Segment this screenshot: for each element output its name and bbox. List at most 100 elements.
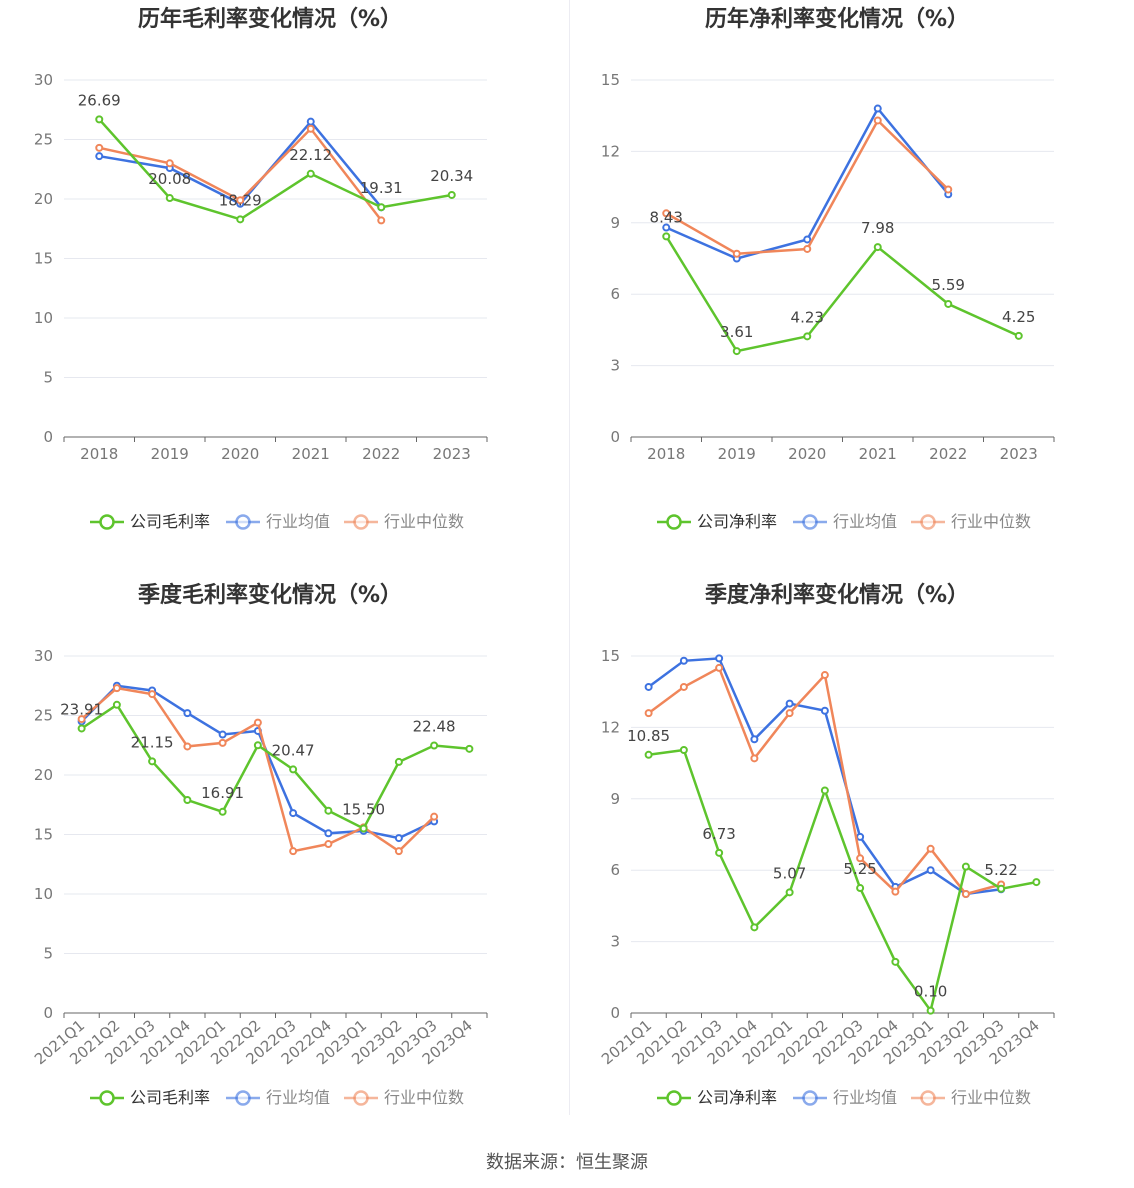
annual-net-margin-chart: 历年净利率变化情况（%） 0 3 6 9 12 15 2018 2019 2020 2021 2022… (601, 6, 1055, 531)
legend-label: 行业均值 (833, 512, 897, 531)
legend-label: 公司毛利率 (130, 512, 210, 531)
legend-item-avg[interactable]: 行业均值 (793, 1088, 897, 1107)
legend-swatch-marker (920, 514, 936, 530)
chart-title: 历年净利率变化情况（%） (705, 6, 969, 32)
legend-label: 公司净利率 (697, 512, 777, 531)
data-point (394, 757, 403, 766)
quarterly-net-margin-panel: 季度净利率变化情况（%） 0 3 6 9 12 15 2021Q1 2021Q2 2021Q3 20… (567, 576, 1134, 1146)
data-label: 20.08 (148, 170, 191, 188)
data-point (662, 209, 671, 218)
legend-label: 行业中位数 (384, 1088, 464, 1107)
data-label: 5.59 (932, 276, 965, 294)
data-label: 0.10 (914, 983, 947, 1001)
legend-swatch-marker (353, 514, 369, 530)
legend-item-median[interactable]: 行业中位数 (344, 512, 464, 531)
y-tick-label: 30 (34, 71, 53, 89)
legend-swatch-marker (666, 1090, 682, 1106)
data-point (465, 744, 474, 753)
data-point (377, 216, 386, 225)
data-source-note: 数据来源：恒生聚源 (486, 1152, 648, 1173)
data-point (1032, 878, 1041, 887)
y-tick-label: 0 (610, 428, 620, 446)
panel-divider (569, 0, 570, 1115)
data-point (785, 709, 794, 718)
x-tick-label: 2023 (1000, 445, 1038, 463)
data-label: 8.43 (650, 208, 683, 226)
data-point (306, 169, 315, 178)
series-median (644, 663, 1006, 898)
y-tick-label: 6 (610, 285, 620, 303)
data-point (253, 741, 262, 750)
y-tick-label: 9 (610, 214, 620, 232)
data-point (183, 795, 192, 804)
y-tick-label: 0 (43, 428, 53, 446)
data-point (165, 194, 174, 203)
legend-swatch-marker (99, 1090, 115, 1106)
data-point (1014, 331, 1023, 340)
data-point (183, 709, 192, 718)
legend-item-median[interactable]: 行业中位数 (911, 512, 1031, 531)
x-tick-label: 2019 (718, 445, 756, 463)
quarterly-gross-margin-panel: 季度毛利率变化情况（%） 0 5 10 15 20 25 30 2021Q1 2021Q2 2021… (0, 576, 567, 1146)
data-point (732, 249, 741, 258)
y-tick-label: 0 (610, 1004, 620, 1022)
data-point (289, 765, 298, 774)
data-point (873, 243, 882, 252)
data-point (873, 104, 882, 113)
data-point (662, 223, 671, 232)
legend-swatch-marker (235, 514, 251, 530)
y-tick-label: 9 (610, 790, 620, 808)
data-point (447, 190, 456, 199)
legend-item-company[interactable]: 公司毛利率 (90, 1088, 210, 1107)
y-tick-label: 10 (34, 309, 53, 327)
quarterly-gross-margin-chart: 季度毛利率变化情况（%）0510152025302021Q12021Q22021… (31, 582, 488, 1107)
legend-item-company[interactable]: 公司毛利率 (90, 512, 210, 531)
data-point (891, 957, 900, 966)
legend-swatch-marker (99, 514, 115, 530)
series-company: 23.91 21.15 16.91 20.47 15.50 22.48 (60, 700, 474, 833)
data-point (961, 862, 970, 871)
x-tick-label: 2018 (647, 445, 685, 463)
data-point (377, 203, 386, 212)
data-point (926, 1006, 935, 1015)
data-point (218, 738, 227, 747)
data-point (95, 143, 104, 152)
legend-item-avg[interactable]: 行业均值 (226, 1088, 330, 1107)
series-line-company (80, 703, 470, 831)
x-tick-label: 2021 (859, 445, 897, 463)
y-tick-label: 5 (43, 945, 53, 963)
data-label: 22.48 (413, 717, 456, 735)
legend-item-median[interactable]: 行业中位数 (911, 1088, 1031, 1107)
y-tick-label: 10 (34, 885, 53, 903)
data-point (715, 848, 724, 857)
legend-label: 行业中位数 (951, 512, 1031, 531)
y-tick-label: 25 (34, 131, 53, 149)
series-company: 26.69 20.08 18.29 22.12 19.31 20.34 (78, 91, 473, 224)
data-point (750, 735, 759, 744)
legend: 公司毛利率 行业均值 行业中位数 (90, 512, 464, 531)
data-point (750, 923, 759, 932)
data-point (359, 824, 368, 833)
y-tick-label: 3 (610, 933, 620, 951)
data-point (715, 654, 724, 663)
legend-item-avg[interactable]: 行业均值 (793, 512, 897, 531)
legend-item-avg[interactable]: 行业均值 (226, 512, 330, 531)
data-point (324, 806, 333, 815)
x-tick-label: 2023 (433, 445, 471, 463)
series-median (95, 124, 386, 225)
data-point (644, 750, 653, 759)
y-tick-label: 0 (43, 1004, 53, 1022)
data-point (785, 699, 794, 708)
data-point (750, 754, 759, 763)
data-label: 22.12 (289, 146, 332, 164)
data-point (306, 117, 315, 126)
data-point (183, 742, 192, 751)
data-label: 4.25 (1002, 308, 1035, 326)
data-label: 20.34 (430, 167, 473, 185)
legend-item-median[interactable]: 行业中位数 (344, 1088, 464, 1107)
data-point (95, 115, 104, 124)
data-label: 5.22 (984, 861, 1017, 879)
legend-item-company[interactable]: 公司净利率 (657, 512, 777, 531)
data-point (715, 663, 724, 672)
legend-item-company[interactable]: 公司净利率 (657, 1088, 777, 1107)
